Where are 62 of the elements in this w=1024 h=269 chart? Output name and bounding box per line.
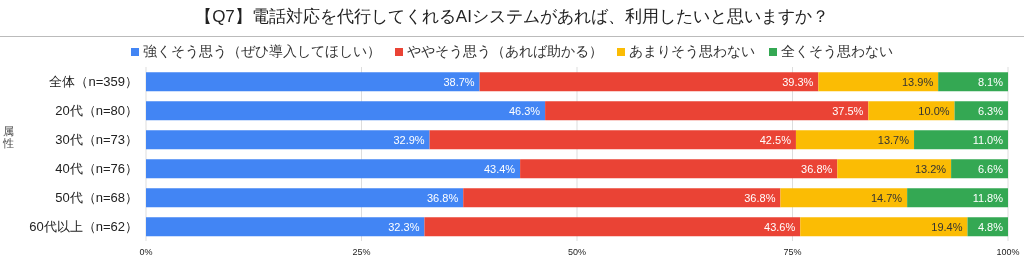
data-label: 19.4% — [931, 220, 963, 233]
data-label: 13.7% — [877, 133, 910, 146]
data-label: 13.9% — [901, 75, 934, 88]
y-axis-title: 属性 — [2, 125, 14, 149]
bar — [837, 159, 952, 179]
bar — [463, 188, 781, 208]
data-label: 43.6% — [764, 220, 796, 233]
data-label: 42.5% — [759, 133, 792, 146]
legend-label: 強くそう思う（ぜひ導入してほしい） — [143, 43, 381, 61]
bar — [868, 101, 955, 121]
bar — [146, 101, 546, 121]
data-label: 38.7% — [443, 75, 475, 88]
data-label: 39.3% — [782, 75, 814, 88]
y-tick-label: 40代（n=76） — [55, 161, 138, 177]
data-label: 14.7% — [870, 191, 903, 204]
legend-label: ややそう思う（あれば助かる） — [407, 43, 603, 61]
bar — [429, 130, 796, 150]
bar — [146, 217, 425, 237]
y-tick-label: 30代（n=73） — [55, 132, 138, 148]
x-tick-label: 75% — [783, 247, 802, 258]
bar — [938, 72, 1008, 92]
legend-label: あまりそう思わない — [629, 43, 755, 61]
data-label: 11.8% — [972, 191, 1004, 204]
data-label: 43.4% — [483, 162, 516, 175]
bar — [907, 188, 1008, 208]
data-label: 32.9% — [393, 133, 425, 146]
data-label: 10.0% — [918, 104, 950, 117]
bar — [780, 188, 908, 208]
chart-title: 【Q7】電話対応を代行してくれるAIシステムがあれば、利用したいと思いますか？ — [194, 6, 830, 28]
x-tick-label: 0% — [139, 247, 153, 258]
bar — [479, 72, 819, 92]
data-label: 6.3% — [977, 104, 1004, 117]
bar — [818, 72, 939, 92]
data-label: 36.8% — [427, 191, 459, 204]
data-label: 11.0% — [972, 133, 1004, 146]
data-label: 4.8% — [977, 220, 1004, 233]
bar — [545, 101, 869, 121]
data-label: 36.8% — [801, 162, 833, 175]
bar — [914, 130, 1008, 150]
x-tick-label: 50% — [567, 247, 587, 258]
bar — [146, 130, 430, 150]
x-tick-label: 100% — [996, 247, 1020, 258]
legend-label: 全くそう思わない — [781, 43, 893, 61]
bar — [146, 188, 464, 208]
data-label: 6.6% — [977, 162, 1004, 175]
data-label: 36.8% — [744, 191, 776, 204]
bar — [424, 217, 801, 237]
data-label: 8.1% — [977, 75, 1004, 88]
bar — [146, 159, 521, 179]
bar — [795, 130, 915, 150]
y-tick-label: 全体（n=359） — [49, 74, 138, 90]
bar — [520, 159, 838, 179]
data-label: 13.2% — [914, 162, 947, 175]
data-label: 32.3% — [388, 220, 420, 233]
x-tick-label: 25% — [352, 247, 371, 258]
y-tick-label: 60代以上（n=62） — [29, 219, 138, 235]
data-label: 37.5% — [832, 104, 864, 117]
data-label: 46.3% — [508, 104, 541, 117]
y-tick-label: 20代（n=80） — [55, 103, 138, 119]
bar — [146, 72, 480, 92]
bar — [800, 217, 968, 237]
y-tick-label: 50代（n=68） — [55, 190, 138, 206]
